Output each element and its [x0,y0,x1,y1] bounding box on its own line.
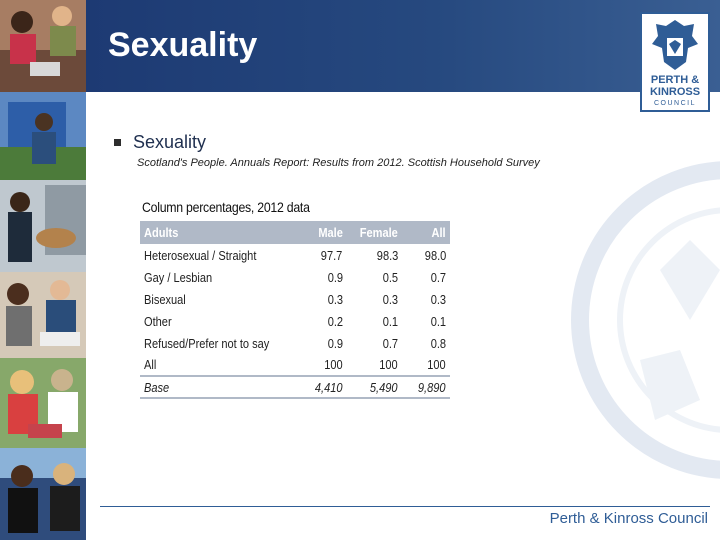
table-title: Column percentages, 2012 data [142,199,310,215]
footer-brand: Perth & Kinross Council [549,510,708,527]
cell-all: 0.3 [430,291,446,307]
cell-female: 0.1 [382,313,398,329]
table-header-row: Adults Male Female All [140,221,450,244]
header-bar [86,0,720,92]
row-label: Base [140,375,296,399]
col-header-male: Male [295,221,347,244]
cell-male: 4,410 [295,375,347,399]
cell-female: 0.7 [382,335,398,351]
cell-female: 5,490 [346,375,402,399]
cell-female: 100 [379,357,398,372]
cell-male: 0.2 [327,313,343,329]
footer-divider [100,506,710,507]
bullet-item: Sexuality [114,132,206,153]
logo-line-1: PERTH & [650,74,700,86]
photo-reading-group [0,358,86,448]
source-citation: Scotland's People. Annuals Report: Resul… [137,157,540,169]
cell-all: 98.0 [424,247,446,263]
photo-vet-dog [0,180,86,272]
council-seal-watermark [571,161,720,479]
council-logo: PERTH & KINROSS COUNCIL [640,12,710,112]
slide-title: Sexuality [108,26,258,64]
photo-young-people [0,448,86,540]
photo-van-worker [0,92,86,180]
photo-office-women [0,0,86,92]
logo-line-3: COUNCIL [653,100,696,107]
row-label: Gay / Lesbian [144,269,213,285]
table-row: Heterosexual / Straight 97.7 98.3 98.0 [140,244,450,266]
cell-all: 100 [427,357,446,372]
cell-all: 9,890 [401,375,450,399]
cell-female: 0.5 [382,269,398,285]
table-row: Refused/Prefer not to say 0.9 0.7 0.8 [140,332,450,354]
table-row: Bisexual 0.3 0.3 0.3 [140,288,450,310]
col-header-female: Female [346,221,402,244]
table-row: Gay / Lesbian 0.9 0.5 0.7 [140,266,450,288]
table-row: Other 0.2 0.1 0.1 [140,310,450,332]
row-label: Refused/Prefer not to say [144,335,270,351]
row-label: Other [144,313,172,329]
logo-line-2: KINROSS [649,86,701,98]
cell-male: 0.9 [327,269,343,285]
crest-icon [652,20,698,70]
cell-male: 0.3 [327,291,343,307]
photo-classroom [0,272,86,358]
photo-strip [0,0,86,540]
cell-all: 0.1 [430,313,446,329]
bullet-marker [114,139,121,146]
cell-female: 98.3 [376,247,398,263]
row-label: Bisexual [144,291,186,307]
row-label: All [144,357,157,372]
sexuality-table: Adults Male Female All Heterosexual / St… [140,221,450,399]
bullet-text: Sexuality [133,132,207,152]
table-base-row: Base 4,410 5,490 9,890 [140,375,450,399]
cell-male: 97.7 [321,247,343,263]
cell-male: 0.9 [327,335,343,351]
col-header-adults: Adults [140,221,296,244]
row-label: Heterosexual / Straight [144,247,257,263]
cell-all: 0.8 [430,335,446,351]
table-row: All 100 100 100 [140,354,450,376]
cell-all: 0.7 [430,269,446,285]
cell-male: 100 [324,357,343,372]
col-header-all: All [401,221,450,244]
cell-female: 0.3 [382,291,398,307]
